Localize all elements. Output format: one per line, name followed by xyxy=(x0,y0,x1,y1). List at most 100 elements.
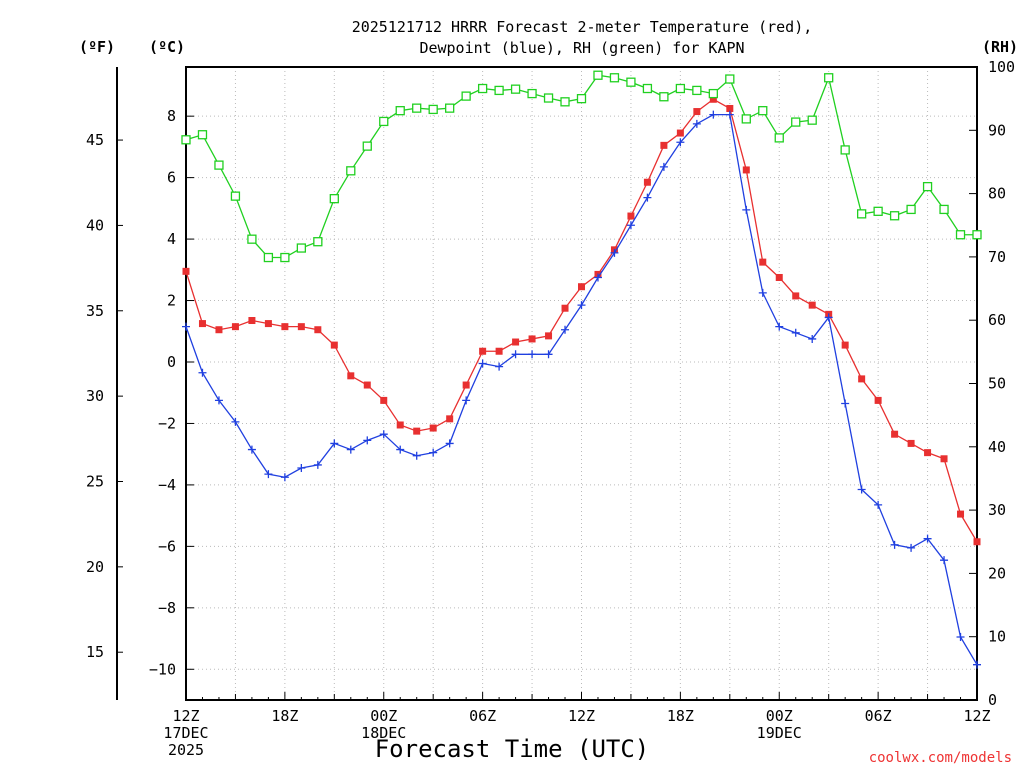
x-tick-label: 06Z xyxy=(469,707,496,725)
data-point xyxy=(840,145,850,155)
celsius-tick-label: 6 xyxy=(167,169,176,187)
data-point xyxy=(396,445,405,454)
chart-title-line-1: 2025121712 HRRR Forecast 2-meter Tempera… xyxy=(352,18,813,36)
data-point xyxy=(264,470,273,479)
data-point xyxy=(561,304,569,312)
data-point xyxy=(907,543,916,552)
data-point xyxy=(363,381,371,389)
x-tick-label: 19DEC xyxy=(757,724,802,742)
data-point xyxy=(511,350,520,359)
data-point xyxy=(297,323,305,331)
data-point xyxy=(510,84,521,94)
data-point xyxy=(198,368,207,377)
rh-tick-label: 100 xyxy=(988,58,1015,76)
data-point xyxy=(313,460,322,469)
data-point xyxy=(774,133,784,143)
data-point xyxy=(643,178,651,186)
rh-tick-label: 50 xyxy=(988,375,1006,393)
series-line xyxy=(185,113,978,665)
rh-tick-label: 80 xyxy=(988,185,1006,203)
fahrenheit-tick-label: 30 xyxy=(86,387,104,405)
x-tick-label: 18Z xyxy=(667,707,694,725)
data-point xyxy=(692,119,701,128)
rh-tick-label: 30 xyxy=(988,501,1006,519)
data-point xyxy=(890,540,899,549)
x-tick-label: 12Z xyxy=(963,707,990,725)
chart-title-line-2: Dewpoint (blue), RH (green) for KAPN xyxy=(419,39,744,57)
series-dewpoint xyxy=(182,110,981,669)
data-point xyxy=(494,85,504,96)
data-point xyxy=(858,375,866,383)
celsius-tick-label: −6 xyxy=(158,537,176,555)
data-point xyxy=(660,141,668,149)
celsius-tick-label: −10 xyxy=(149,660,176,678)
data-point xyxy=(891,430,899,438)
data-point xyxy=(956,633,965,642)
data-point xyxy=(824,313,833,322)
data-point xyxy=(577,301,586,310)
data-point xyxy=(609,73,620,83)
celsius-tick-label: 0 xyxy=(167,353,176,371)
data-point xyxy=(857,485,866,494)
data-point xyxy=(182,322,190,331)
celsius-tick-label: 4 xyxy=(167,230,176,248)
data-point xyxy=(889,211,900,221)
data-point xyxy=(593,70,603,80)
data-point xyxy=(545,332,553,340)
data-point xyxy=(906,204,916,215)
data-point xyxy=(230,191,241,201)
data-point xyxy=(215,326,223,334)
data-point xyxy=(725,110,734,119)
data-point xyxy=(676,129,684,137)
data-point xyxy=(477,83,488,94)
celsius-tick-label: −4 xyxy=(158,476,176,494)
data-point xyxy=(445,439,454,448)
x-tick-label: 18DEC xyxy=(361,724,406,742)
rh-tick-label: 70 xyxy=(988,248,1006,266)
data-point xyxy=(675,83,686,94)
x-tick-label: 00Z xyxy=(766,707,793,725)
rh-axis-unit: (RH) xyxy=(982,38,1018,56)
rh-tick-label: 60 xyxy=(988,311,1006,329)
data-point xyxy=(659,162,668,171)
data-point xyxy=(708,88,718,99)
data-point xyxy=(626,77,636,87)
data-point xyxy=(856,209,867,219)
data-point xyxy=(346,166,356,176)
credit-text: coolwx.com/models xyxy=(869,750,1012,766)
data-point xyxy=(248,317,256,325)
data-point xyxy=(561,325,570,334)
data-point xyxy=(758,288,767,297)
data-point xyxy=(214,396,223,405)
data-point xyxy=(924,449,932,457)
data-point xyxy=(742,205,751,214)
data-point xyxy=(380,396,388,404)
data-point xyxy=(346,445,355,454)
data-point xyxy=(429,448,438,457)
data-point xyxy=(428,104,438,115)
data-point xyxy=(263,252,274,263)
data-point xyxy=(973,660,981,669)
data-point xyxy=(495,362,504,371)
fahrenheit-tick-label: 15 xyxy=(86,643,104,661)
data-point xyxy=(363,436,372,445)
data-point xyxy=(445,103,455,113)
data-point xyxy=(181,135,191,145)
data-point xyxy=(659,92,669,102)
axes: 86420−2−4−6−8−10454035302520151009080706… xyxy=(86,58,1015,759)
data-point xyxy=(643,193,652,202)
data-point xyxy=(692,85,702,96)
data-point xyxy=(922,181,933,192)
data-point xyxy=(642,83,653,94)
data-point xyxy=(462,396,471,405)
data-point xyxy=(725,74,735,84)
data-point xyxy=(412,103,422,113)
x-tick-label: 2025 xyxy=(168,741,204,759)
x-tick-label: 12Z xyxy=(172,707,199,725)
data-point xyxy=(544,350,553,359)
data-point xyxy=(791,117,801,127)
data-point xyxy=(395,106,405,116)
data-point xyxy=(330,439,339,448)
data-point xyxy=(347,372,355,380)
data-point xyxy=(576,94,587,104)
